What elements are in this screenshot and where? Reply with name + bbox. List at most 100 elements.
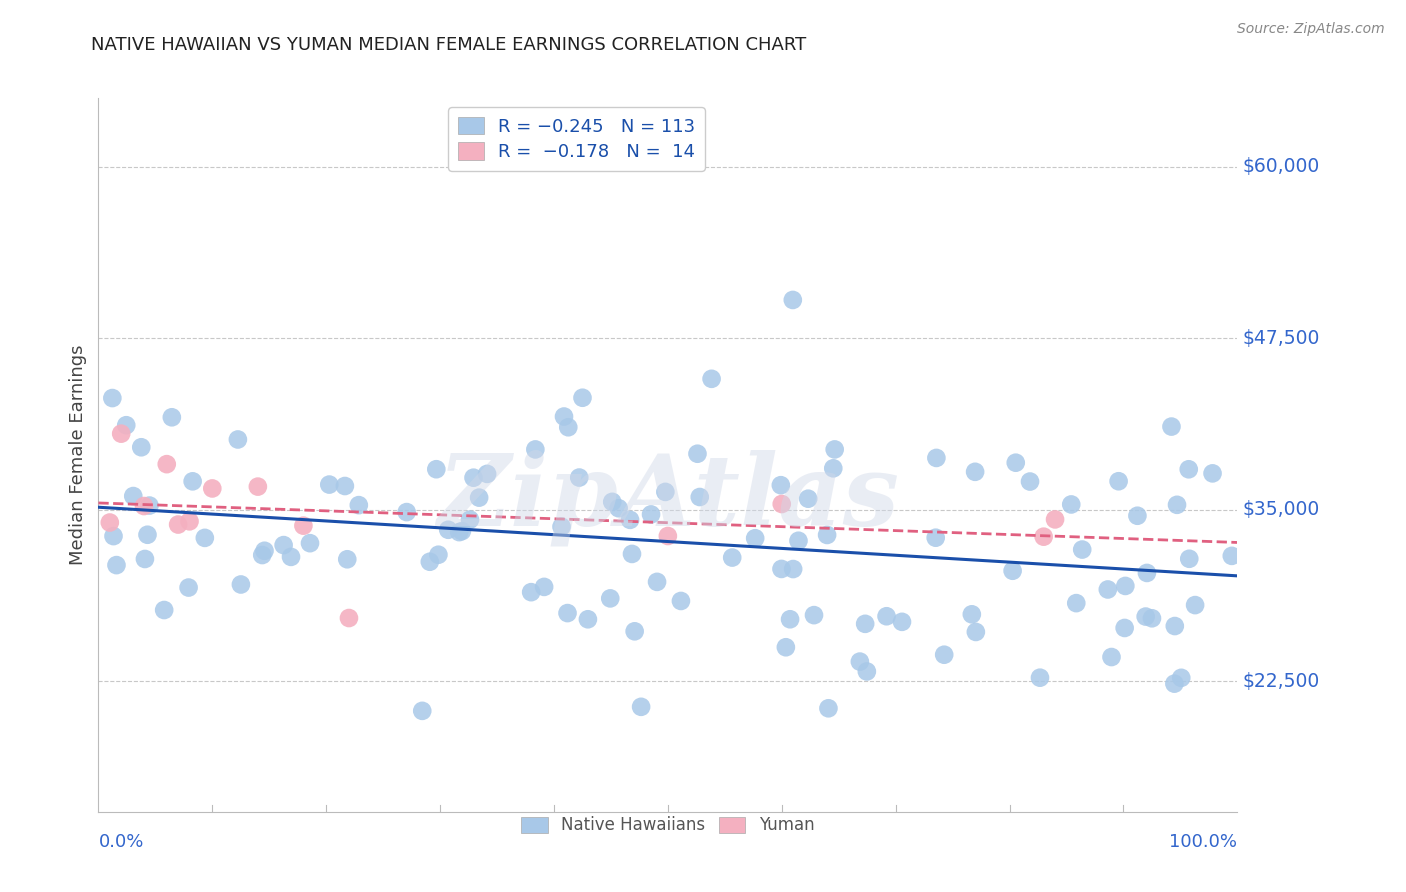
Point — [619, 513, 641, 527]
Point — [1043, 512, 1066, 526]
Point — [817, 701, 839, 715]
Point — [273, 538, 295, 552]
Point — [571, 391, 593, 405]
Point — [101, 391, 124, 405]
Point — [451, 524, 474, 538]
Point — [550, 519, 572, 533]
Point — [226, 433, 249, 447]
Point — [1140, 611, 1163, 625]
Point — [744, 531, 766, 545]
Point — [181, 475, 204, 489]
Point — [280, 549, 302, 564]
Point — [252, 548, 274, 562]
Point — [853, 616, 876, 631]
Point — [1114, 621, 1136, 635]
Point — [1101, 650, 1123, 665]
Point — [167, 517, 190, 532]
Point — [1060, 498, 1083, 512]
Point — [98, 516, 121, 530]
Point — [129, 440, 152, 454]
Point — [1184, 598, 1206, 612]
Point — [876, 609, 898, 624]
Point — [721, 550, 744, 565]
Point — [138, 499, 160, 513]
Point — [177, 581, 200, 595]
Point — [427, 548, 450, 562]
Point — [463, 471, 485, 485]
Point — [960, 607, 983, 622]
Point — [600, 495, 623, 509]
Point — [965, 465, 987, 479]
Point — [654, 484, 676, 499]
Legend: Native Hawaiians, Yuman: Native Hawaiians, Yuman — [513, 808, 823, 843]
Point — [134, 552, 156, 566]
Point — [553, 409, 575, 424]
Point — [533, 580, 555, 594]
Point — [849, 655, 872, 669]
Y-axis label: Median Female Earnings: Median Female Earnings — [69, 344, 87, 566]
Point — [449, 525, 471, 540]
Point — [1135, 609, 1157, 624]
Point — [1114, 579, 1136, 593]
Point — [160, 410, 183, 425]
Point — [1108, 475, 1130, 489]
Point — [520, 585, 543, 599]
Point — [395, 505, 418, 519]
Text: 0.0%: 0.0% — [98, 833, 143, 851]
Point — [336, 552, 359, 566]
Point — [110, 426, 132, 441]
Point — [965, 624, 987, 639]
Point — [153, 603, 176, 617]
Point — [1164, 619, 1187, 633]
Point — [229, 577, 252, 591]
Point — [823, 461, 845, 475]
Point — [599, 591, 621, 606]
Point — [1071, 542, 1094, 557]
Text: NATIVE HAWAIIAN VS YUMAN MEDIAN FEMALE EARNINGS CORRELATION CHART: NATIVE HAWAIIAN VS YUMAN MEDIAN FEMALE E… — [91, 36, 807, 54]
Point — [623, 624, 645, 639]
Text: Source: ZipAtlas.com: Source: ZipAtlas.com — [1237, 22, 1385, 37]
Point — [468, 491, 491, 505]
Point — [770, 562, 793, 576]
Point — [347, 498, 370, 512]
Point — [1177, 462, 1199, 476]
Text: $60,000: $60,000 — [1243, 157, 1320, 177]
Point — [769, 478, 792, 492]
Point — [686, 447, 709, 461]
Point — [419, 555, 441, 569]
Point — [815, 528, 838, 542]
Point — [568, 470, 591, 484]
Point — [132, 499, 155, 513]
Point — [1201, 467, 1223, 481]
Point — [115, 418, 138, 433]
Point — [856, 665, 879, 679]
Point — [458, 513, 481, 527]
Point — [640, 508, 662, 522]
Point — [925, 450, 948, 465]
Point — [891, 615, 914, 629]
Point — [337, 611, 360, 625]
Point — [103, 529, 125, 543]
Point — [700, 372, 723, 386]
Point — [669, 594, 692, 608]
Point — [1170, 671, 1192, 685]
Point — [576, 612, 599, 626]
Point — [122, 489, 145, 503]
Point — [1163, 676, 1185, 690]
Point — [253, 543, 276, 558]
Point — [136, 527, 159, 541]
Point — [779, 612, 801, 626]
Point — [770, 497, 793, 511]
Point — [925, 531, 948, 545]
Point — [156, 457, 179, 471]
Point — [318, 477, 340, 491]
Point — [1064, 596, 1087, 610]
Point — [333, 479, 356, 493]
Point — [787, 533, 810, 548]
Point — [475, 467, 498, 481]
Text: $22,500: $22,500 — [1243, 672, 1320, 690]
Point — [1001, 564, 1024, 578]
Point — [797, 491, 820, 506]
Point — [194, 531, 217, 545]
Text: 100.0%: 100.0% — [1170, 833, 1237, 851]
